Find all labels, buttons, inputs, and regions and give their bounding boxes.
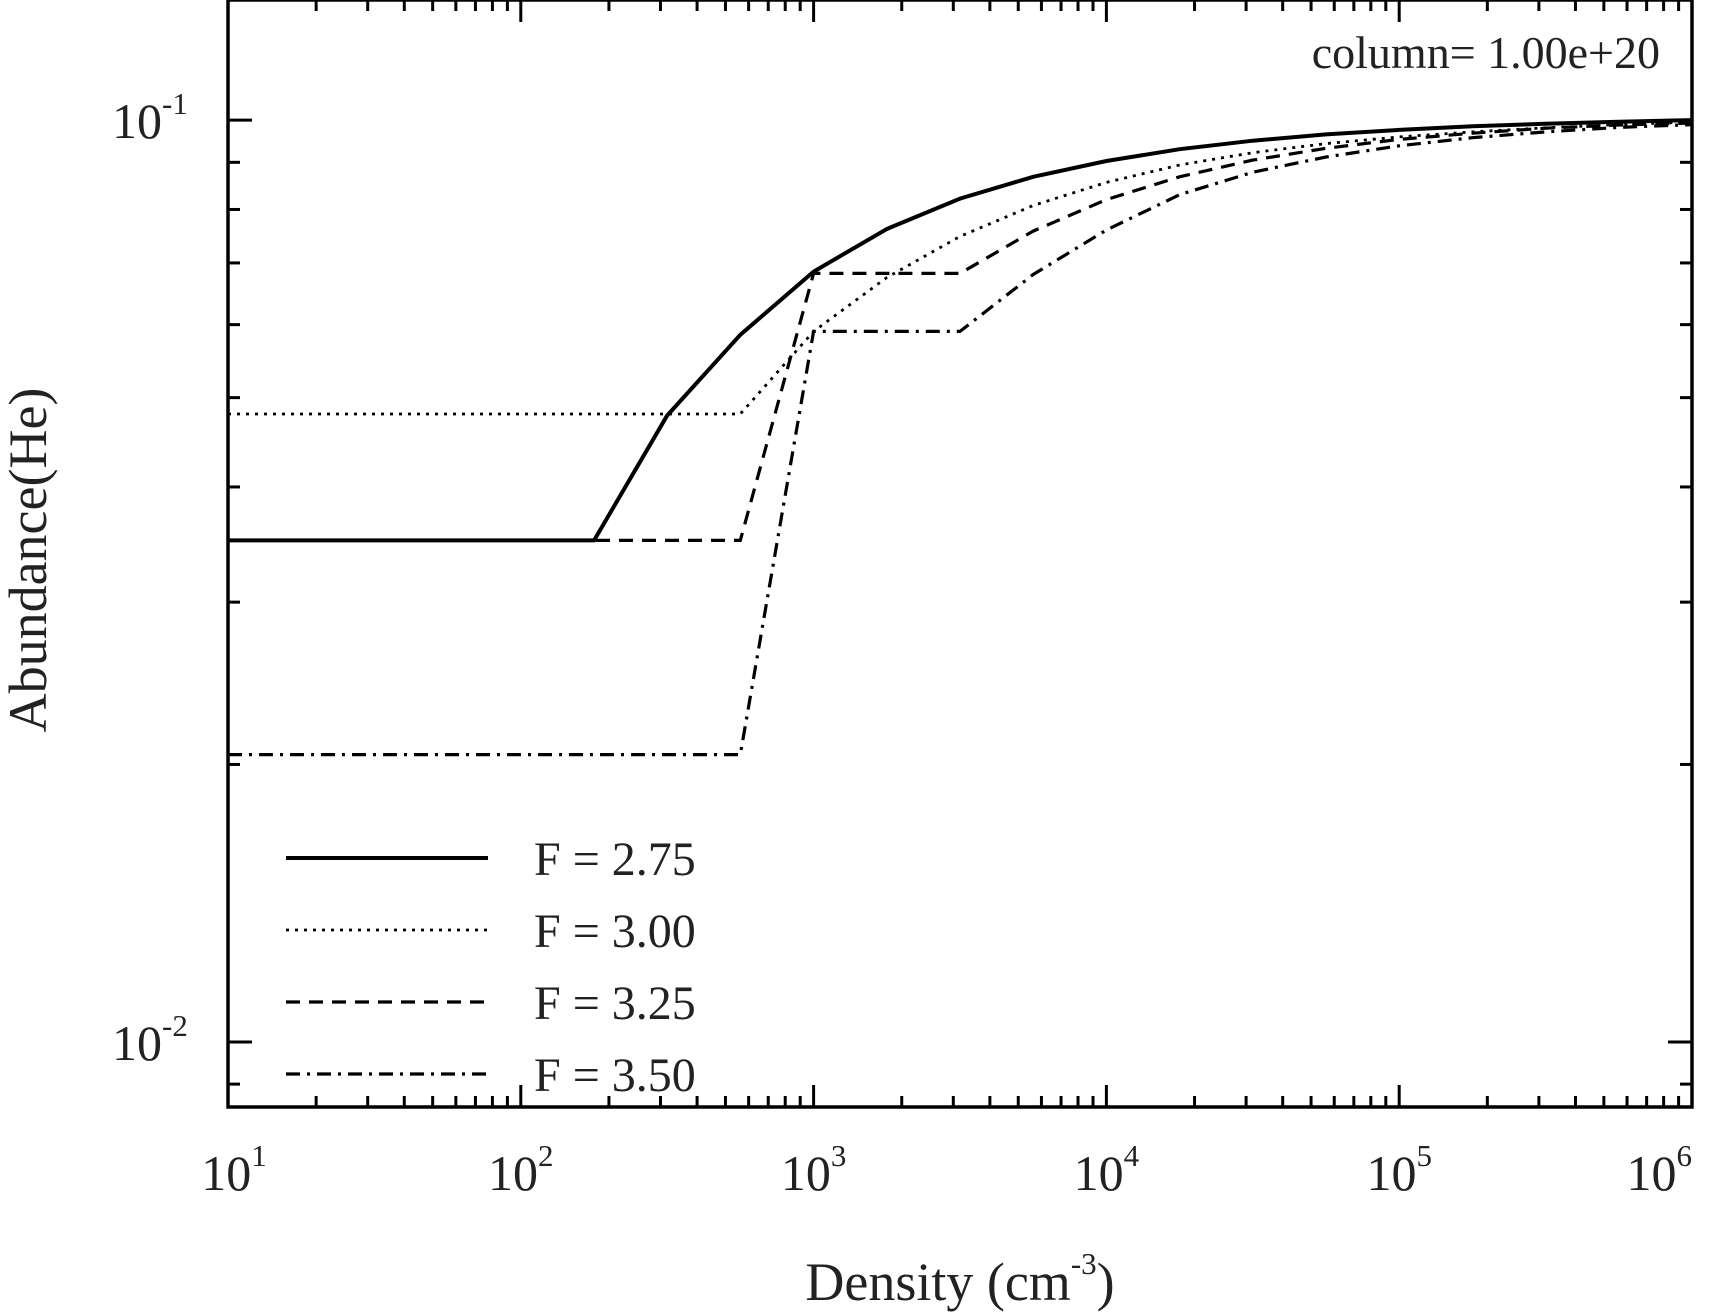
x-axis-label-unit-exponent: -3 [1071, 1246, 1097, 1281]
column-annotation: column= 1.00e+20 [1312, 27, 1660, 78]
y-axis-label: Abundance(He) [0, 388, 58, 733]
x-axis-label-main: Density (cm [805, 1252, 1070, 1312]
legend-label-3: F = 3.25 [534, 977, 696, 1030]
series-line-3 [228, 121, 1692, 542]
y-tick-label: 10-1 [112, 86, 188, 149]
series-layer [228, 118, 1692, 757]
legend-label-1: F = 2.75 [534, 833, 696, 886]
x-axis-label: Density (cm-3) [805, 1246, 1114, 1312]
series-line-1 [228, 118, 1692, 543]
x-tick-label: 104 [1074, 1138, 1140, 1201]
x-tick-label: 102 [488, 1138, 554, 1201]
legend-label-2: F = 3.00 [534, 905, 696, 958]
series-line-4 [228, 123, 1692, 757]
tick-labels: 101 102 103 104 105 106 10-2 10-1 [112, 86, 1692, 1201]
x-tick-label: 106 [1627, 1138, 1693, 1201]
x-tick-label: 105 [1366, 1138, 1432, 1201]
legend-label-4: F = 3.50 [534, 1049, 696, 1102]
plot-frame [226, 0, 1694, 1109]
y-tick-label: 10-2 [112, 1008, 188, 1071]
legend: F = 2.75 F = 3.00 F = 3.25 F = 3.50 [286, 833, 696, 1102]
x-axis-label-tail: ) [1097, 1252, 1115, 1312]
x-tick-label: 101 [201, 1138, 267, 1201]
axis-ticks [226, 0, 1692, 1107]
x-tick-label: 103 [781, 1138, 847, 1201]
